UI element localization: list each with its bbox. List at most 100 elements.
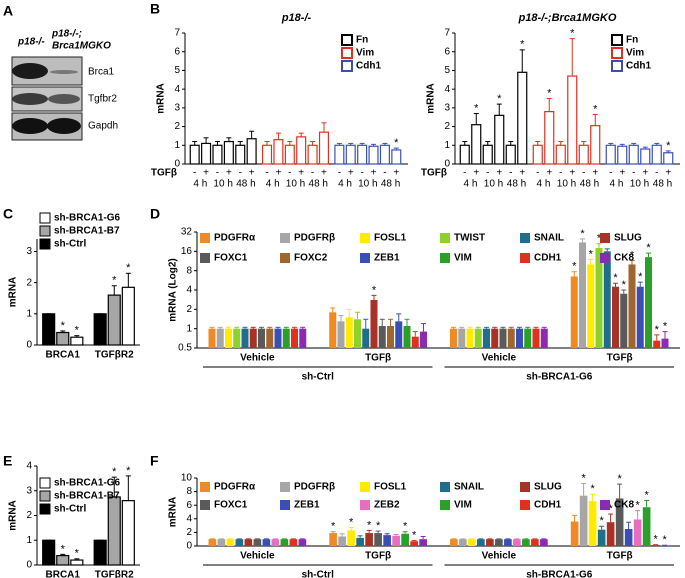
- significance: *: [597, 233, 602, 245]
- factor-label: TGFβ: [151, 168, 177, 179]
- legend-label: ZEB1: [374, 253, 400, 264]
- y-axis-label: mRNA: [8, 500, 19, 531]
- legend-swatch: [600, 253, 610, 263]
- significance: *: [126, 262, 131, 274]
- panel-label: F: [150, 453, 159, 469]
- bar: [663, 152, 674, 165]
- panel-label: B: [150, 1, 160, 17]
- x-tick-label: +: [393, 168, 399, 179]
- x-tick-label: -: [486, 168, 489, 179]
- bar: [70, 559, 84, 566]
- legend-swatch: [200, 233, 210, 243]
- x-tick-label: +: [203, 168, 209, 179]
- legend-swatch: [611, 60, 623, 72]
- bar: [567, 75, 578, 165]
- bar: [486, 539, 494, 546]
- bar: [395, 321, 403, 348]
- x-sublabel: 10 h: [358, 179, 377, 190]
- significance: *: [663, 321, 668, 333]
- bar: [449, 328, 457, 348]
- legend-label: ZEB1: [294, 500, 320, 511]
- y-tick-label: 4: [26, 461, 32, 472]
- legend-swatch: [360, 482, 370, 492]
- legend-label: Vim: [626, 48, 644, 59]
- x-tick-label: TGFβ: [365, 353, 391, 364]
- x-tick-label: -: [383, 168, 386, 179]
- x-tick-label: +: [348, 168, 354, 179]
- bar: [121, 286, 135, 346]
- legend-swatch: [39, 212, 51, 224]
- bar: [515, 328, 524, 348]
- y-tick-label: 2: [26, 277, 32, 288]
- x-sublabel: 4 h: [537, 179, 551, 190]
- significance: *: [112, 466, 117, 478]
- x-tick-label: +: [321, 168, 327, 179]
- x-tick-label: -: [632, 168, 635, 179]
- bar: [241, 328, 249, 348]
- legend-label: FOXC1: [214, 253, 248, 264]
- bar: [661, 338, 669, 348]
- bar: [353, 319, 362, 348]
- x-tick-label: BRCA1: [46, 570, 81, 578]
- y-tick-label: 0: [26, 340, 32, 351]
- x-sublabel: 10 h: [286, 179, 305, 190]
- legend-label: PDGFRα: [214, 482, 256, 493]
- bar: [289, 539, 298, 546]
- bar: [345, 144, 356, 165]
- legend-label: sh-Ctrl: [54, 239, 86, 250]
- bar: [223, 140, 234, 165]
- significance: *: [61, 320, 66, 332]
- legend-swatch: [341, 34, 353, 46]
- significance: *: [608, 503, 613, 515]
- y-tick-label: 4: [444, 84, 450, 95]
- x-tick-label: +: [298, 168, 304, 179]
- x-tick-label: +: [619, 168, 625, 179]
- x-tick-label: +: [473, 168, 479, 179]
- bar: [383, 535, 391, 546]
- significance: *: [581, 472, 586, 484]
- legend-label: FOSL1: [374, 482, 407, 493]
- legend-swatch: [200, 253, 210, 263]
- bar: [651, 144, 662, 165]
- x-tick-label: Vehicle: [240, 353, 275, 364]
- legend-label: FOSL1: [374, 233, 407, 244]
- x-tick-label: -: [559, 168, 562, 179]
- bar: [273, 139, 284, 165]
- bar: [401, 533, 409, 546]
- y-tick-label: 16: [181, 246, 193, 257]
- legend-label: Cdh1: [356, 61, 381, 72]
- x-tick-label: Vehicle: [482, 353, 517, 364]
- legend-swatch: [39, 225, 51, 237]
- bar: [420, 331, 428, 348]
- bar: [329, 312, 337, 348]
- significance: *: [412, 529, 417, 541]
- legend-swatch: [39, 503, 51, 515]
- x-tick-label: -: [655, 168, 658, 179]
- legend-label: Vim: [356, 48, 374, 59]
- bar: [544, 110, 555, 165]
- significance: *: [593, 103, 598, 115]
- bar: [70, 336, 84, 346]
- legend-label: sh-BRCA1-B7: [54, 226, 120, 237]
- significance: *: [61, 543, 66, 555]
- y-tick-label: 3: [174, 102, 180, 113]
- legend-label: SLUG: [534, 482, 562, 493]
- y-tick-label: 6: [174, 46, 180, 57]
- legend-swatch: [280, 500, 290, 510]
- bar: [628, 144, 639, 165]
- legend-label: PDGFRα: [214, 233, 256, 244]
- bar: [605, 144, 616, 165]
- legend-label: SNAIL: [534, 233, 564, 244]
- x-sublabel: 48 h: [580, 179, 599, 190]
- x-tick-label: -: [311, 168, 314, 179]
- bar: [482, 144, 493, 165]
- bar: [274, 328, 282, 348]
- bar: [411, 336, 419, 348]
- significance: *: [666, 140, 671, 152]
- bar: [280, 539, 289, 546]
- y-tick-label: 6: [186, 500, 192, 511]
- bar: [606, 522, 615, 546]
- significance: *: [638, 271, 643, 283]
- x-tick-label: +: [592, 168, 598, 179]
- legend-swatch: [611, 47, 623, 59]
